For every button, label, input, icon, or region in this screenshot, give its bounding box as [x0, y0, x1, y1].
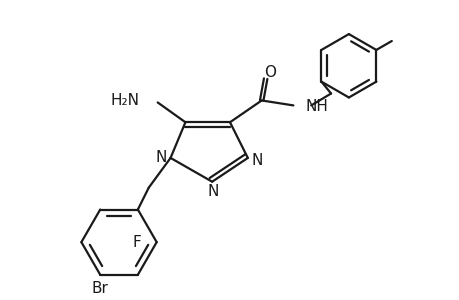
- Text: F: F: [132, 235, 140, 250]
- Text: N: N: [251, 153, 262, 168]
- Text: O: O: [263, 65, 275, 80]
- Text: H₂N: H₂N: [111, 93, 140, 108]
- Text: N: N: [207, 184, 218, 199]
- Text: N: N: [156, 150, 167, 165]
- Text: Br: Br: [92, 281, 108, 296]
- Text: NH: NH: [305, 99, 327, 114]
